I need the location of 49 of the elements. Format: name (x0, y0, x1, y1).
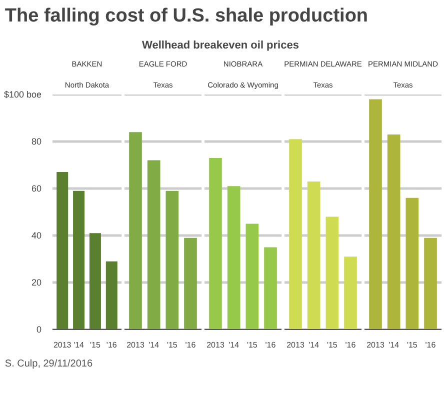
bar (184, 238, 197, 330)
x-tick-label: '16 (106, 340, 118, 350)
x-tick-label: '15 (246, 340, 258, 350)
bar (406, 198, 419, 330)
x-tick-label: '14 (228, 340, 240, 350)
x-tick-label: 2013 (286, 340, 305, 350)
bar (307, 181, 320, 330)
x-tick-label: '14 (388, 340, 400, 350)
bar (89, 233, 101, 330)
y-tick-label: 80 (31, 136, 42, 146)
bar (326, 216, 339, 330)
x-tick-label: '15 (326, 340, 338, 350)
x-tick-label: 2013 (206, 340, 225, 350)
x-tick-label: '14 (74, 340, 85, 350)
bar (73, 190, 85, 330)
x-tick-label: '15 (166, 340, 178, 350)
bar (387, 134, 400, 330)
bar (56, 172, 68, 330)
x-tick-label: 2013 (126, 340, 145, 350)
text: S. Culp, 29/11/2016 (4, 358, 93, 370)
x-tick-label: '16 (265, 340, 276, 350)
x-tick-label: '15 (406, 340, 418, 350)
text: Wellhead breakeven oil prices (142, 39, 299, 52)
x-tick-label: '14 (148, 340, 160, 350)
bar (227, 186, 240, 330)
bar (166, 190, 179, 330)
x-tick-label: 2013 (53, 340, 72, 350)
x-tick-label: 2013 (366, 340, 385, 350)
bar (264, 247, 277, 330)
y-tick-label: 60 (31, 184, 42, 194)
bar (147, 160, 160, 330)
y-tick-label: 0 (36, 324, 42, 334)
bar (209, 158, 222, 330)
x-tick-label: '16 (425, 340, 436, 350)
bar (369, 99, 382, 330)
x-tick-label: '14 (308, 340, 320, 350)
bar (246, 224, 259, 330)
y-tick-label: 20 (31, 278, 42, 288)
y-tick-label: $100 boe (4, 90, 42, 100)
bar (129, 132, 142, 330)
x-tick-label: '16 (345, 340, 356, 350)
text: The falling cost of U.S. shale production (4, 6, 368, 26)
y-tick-label: 40 (31, 230, 42, 240)
bar (344, 256, 357, 330)
x-tick-label: '15 (90, 340, 101, 350)
bar (289, 139, 302, 330)
bar (106, 261, 118, 330)
bar (424, 238, 437, 330)
x-tick-label: '16 (185, 340, 196, 350)
